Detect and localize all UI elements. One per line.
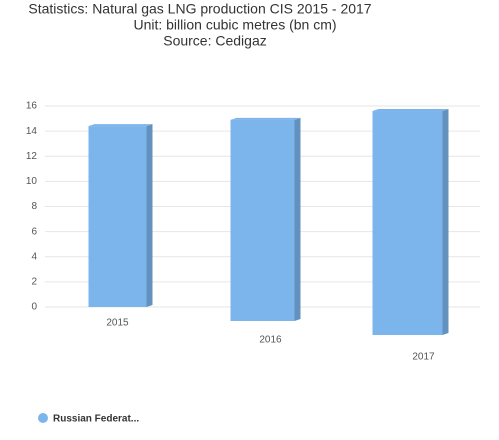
bar-side xyxy=(294,117,301,321)
bar-side xyxy=(442,109,449,336)
y-tick-label: 4 xyxy=(31,251,37,262)
bar xyxy=(230,119,295,321)
bar-top xyxy=(372,109,449,112)
y-tick-label: 10 xyxy=(26,176,38,187)
legend-marker xyxy=(38,413,48,423)
y-tick-label: 6 xyxy=(31,226,37,237)
bar xyxy=(372,111,443,336)
chart-subtitle: Unit: billion cubic metres (bn cm) xyxy=(133,17,336,33)
y-tick-label: 8 xyxy=(31,201,37,212)
bar xyxy=(88,126,147,307)
bar-side xyxy=(146,124,153,307)
y-tick-label: 14 xyxy=(26,126,38,137)
bar-top xyxy=(230,117,301,120)
x-tick-label: 2017 xyxy=(412,352,435,363)
x-tick-label: 2016 xyxy=(259,335,282,346)
y-tick-label: 2 xyxy=(31,277,37,288)
y-tick-label: 12 xyxy=(26,151,38,162)
chart-title: Statistics: Natural gas LNG production C… xyxy=(28,1,371,17)
legend-label: Russian Federat... xyxy=(53,414,139,425)
x-tick-label: 2015 xyxy=(106,318,129,329)
y-tick-label: 16 xyxy=(26,101,38,112)
bar-top xyxy=(88,124,153,127)
y-tick-label: 0 xyxy=(31,302,37,313)
chart-source: Source: Cedigaz xyxy=(163,33,267,49)
